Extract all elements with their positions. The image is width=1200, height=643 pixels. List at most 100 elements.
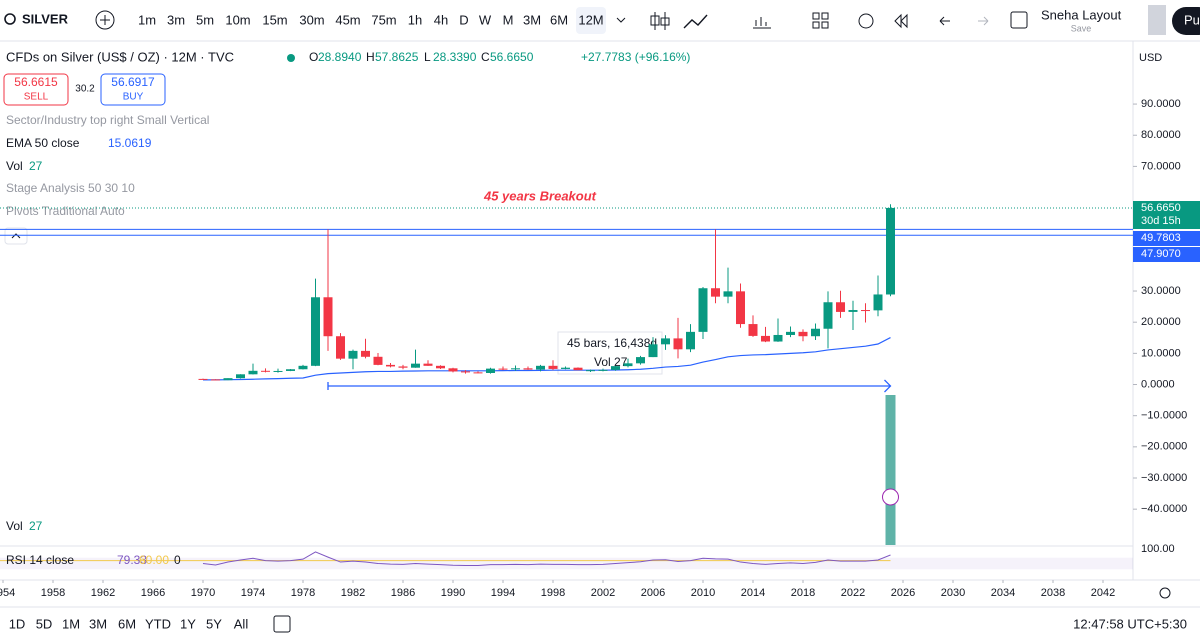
candle-body (836, 302, 845, 312)
ohlc-value: 57.8625 (375, 50, 419, 64)
candle-body (598, 369, 608, 371)
x-tick-label: 2042 (1091, 587, 1115, 599)
y-tick-label: 10.0000 (1141, 347, 1181, 359)
range-btn[interactable]: 1Y (180, 616, 196, 631)
range-btn[interactable]: 1D (9, 616, 26, 631)
currency[interactable]: USD (1139, 52, 1162, 64)
active-timeframe-bg (576, 7, 606, 34)
candle-body (661, 338, 670, 345)
indicator-name[interactable]: Stage Analysis 50 30 10 (6, 181, 135, 195)
layout-name[interactable]: Sneha Layout (1041, 7, 1122, 22)
timeframe[interactable]: M (503, 12, 514, 27)
timeframe[interactable]: 5m (196, 12, 214, 27)
layout-icon[interactable] (1010, 11, 1028, 29)
indicator-name[interactable]: Sector/Industry top right Small Vertical (6, 113, 209, 127)
candle-body (861, 310, 870, 312)
countdown: 30d 15h (1141, 215, 1181, 227)
candle-body (623, 363, 633, 367)
sell-btn[interactable] (3, 73, 69, 106)
ohlc-value: 28.8940 (318, 50, 362, 64)
candle-body (398, 366, 408, 368)
timeframe[interactable]: 15m (262, 12, 287, 27)
range-btn[interactable]: 5Y (206, 616, 222, 631)
dropdown[interactable] (616, 17, 626, 23)
candle-body (311, 297, 320, 366)
candle-body (361, 350, 370, 357)
range-btn[interactable]: 6M (118, 616, 136, 631)
alert-icon[interactable] (858, 13, 874, 29)
timeframe[interactable]: 6M (550, 12, 568, 27)
publish-btn[interactable] (1172, 7, 1200, 35)
buy-btn[interactable] (100, 73, 166, 106)
timeframe[interactable]: 3M (523, 12, 541, 27)
annotation: 45 years Breakout (483, 188, 597, 203)
candle-body (811, 328, 820, 337)
range-btn[interactable]: 1M (62, 616, 80, 631)
candle-body (286, 369, 295, 371)
candle-body (298, 365, 308, 370)
timeframe[interactable]: 4h (434, 12, 448, 27)
x-tick-label: 1954 (0, 587, 15, 599)
buy-label[interactable]: BUY (123, 92, 144, 103)
x-tick-label: 2034 (991, 587, 1015, 599)
timeframe[interactable]: W (479, 12, 492, 27)
line-icon[interactable] (683, 14, 708, 29)
collapse-btn[interactable] (1148, 5, 1166, 35)
timeframe[interactable]: D (459, 12, 468, 27)
range-btn[interactable]: YTD (145, 616, 171, 631)
timeframe[interactable]: 75m (371, 12, 396, 27)
collapse-legend[interactable] (4, 227, 28, 245)
candle-body (248, 370, 258, 375)
y-tick-label: 0.0000 (1141, 378, 1175, 390)
indicator-name[interactable]: Vol (6, 159, 23, 173)
candle-body (523, 368, 533, 370)
rsi-value: 79.33 (117, 553, 147, 567)
ohlc-value: 56.6650 (490, 50, 534, 64)
x-tick-label: 1998 (541, 587, 565, 599)
undo-icon[interactable] (939, 16, 950, 26)
candle-body (561, 367, 570, 369)
templates-icon[interactable] (812, 12, 829, 29)
chart-type-icon[interactable] (650, 12, 670, 30)
x-tick-label: 1958 (41, 587, 65, 599)
candle-body (698, 288, 708, 332)
timeframe[interactable]: 45m (335, 12, 360, 27)
candle-body (611, 366, 620, 370)
indicator-icon[interactable] (753, 17, 771, 29)
x-tick-label: 1986 (391, 587, 415, 599)
timeframe[interactable]: 10m (225, 12, 250, 27)
measure-vol: Vol 27 (594, 355, 628, 369)
change: +27.7783 (+96.16%) (581, 50, 690, 64)
range-btn[interactable]: 3M (89, 616, 107, 631)
date-range-icon[interactable] (273, 615, 291, 633)
settings-icon[interactable] (1159, 587, 1171, 599)
timeframe[interactable]: 1h (408, 12, 422, 27)
candle-body (348, 350, 358, 359)
candle-body (573, 367, 583, 371)
price-label: 49.7803 (1141, 232, 1181, 244)
timeframe[interactable]: 1m (138, 12, 156, 27)
symbol[interactable]: SILVER (22, 11, 69, 26)
x-tick-label: 2018 (791, 587, 815, 599)
indicator-name[interactable]: Pivots Traditional Auto (6, 204, 125, 218)
timeframe[interactable]: 30m (299, 12, 324, 27)
sell-price[interactable]: 56.6615 (14, 75, 58, 89)
candle-body (786, 331, 795, 335)
spread: 30.2 (75, 84, 95, 95)
candle-body (273, 370, 283, 372)
indicator-name[interactable]: EMA 50 close (6, 136, 80, 150)
candle-body (723, 291, 733, 297)
buy-price[interactable]: 56.6917 (111, 75, 155, 89)
range-btn[interactable]: All (234, 616, 249, 631)
range-btn[interactable]: 5D (36, 616, 53, 631)
add-symbol[interactable] (95, 10, 115, 30)
timeframe[interactable]: 3m (167, 12, 185, 27)
publish-label[interactable]: Pu (1184, 12, 1200, 27)
replay-icon[interactable] (894, 13, 908, 29)
y-tick-label: 30.0000 (1141, 285, 1181, 297)
redo-icon[interactable] (978, 16, 989, 26)
timeframe[interactable]: 12M (578, 12, 603, 27)
search-icon[interactable] (4, 13, 16, 25)
sell-label[interactable]: SELL (24, 92, 49, 103)
x-tick-label: 2030 (941, 587, 965, 599)
